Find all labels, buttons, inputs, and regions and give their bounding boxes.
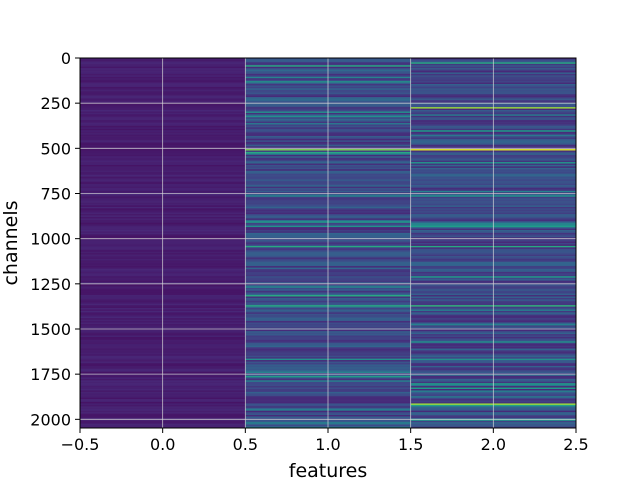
y-tick-label: 250 [40,94,71,113]
x-tick-label: −0.5 [61,435,100,454]
x-tick-label: 0.5 [233,435,258,454]
y-tick-label: 1250 [30,275,71,294]
y-tick-label: 750 [40,184,71,203]
y-tick-label: 1500 [30,320,71,339]
y-tick-label: 2000 [30,410,71,429]
x-tick-label: 1.5 [398,435,423,454]
y-tick-label: 1750 [30,365,71,384]
x-tick-label: 0.0 [150,435,175,454]
x-tick-label: 2.5 [563,435,588,454]
x-tick-label: 2.0 [481,435,506,454]
x-axis-label: features [289,460,368,480]
y-axis-ticks: 0 250 500 750 1000 1250 1500 1750 2000 [30,49,80,429]
y-axis-label: channels [0,200,22,285]
y-tick-label: 0 [61,49,71,68]
y-tick-label: 500 [40,139,71,158]
x-tick-label: 1.0 [315,435,340,454]
y-tick-label: 1000 [30,230,71,249]
x-axis-ticks: −0.5 0.0 0.5 1.0 1.5 2.0 2.5 [61,428,589,454]
